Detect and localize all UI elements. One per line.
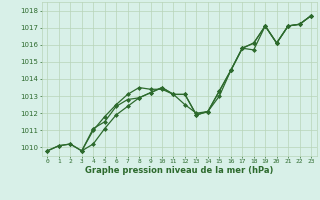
X-axis label: Graphe pression niveau de la mer (hPa): Graphe pression niveau de la mer (hPa) <box>85 166 273 175</box>
